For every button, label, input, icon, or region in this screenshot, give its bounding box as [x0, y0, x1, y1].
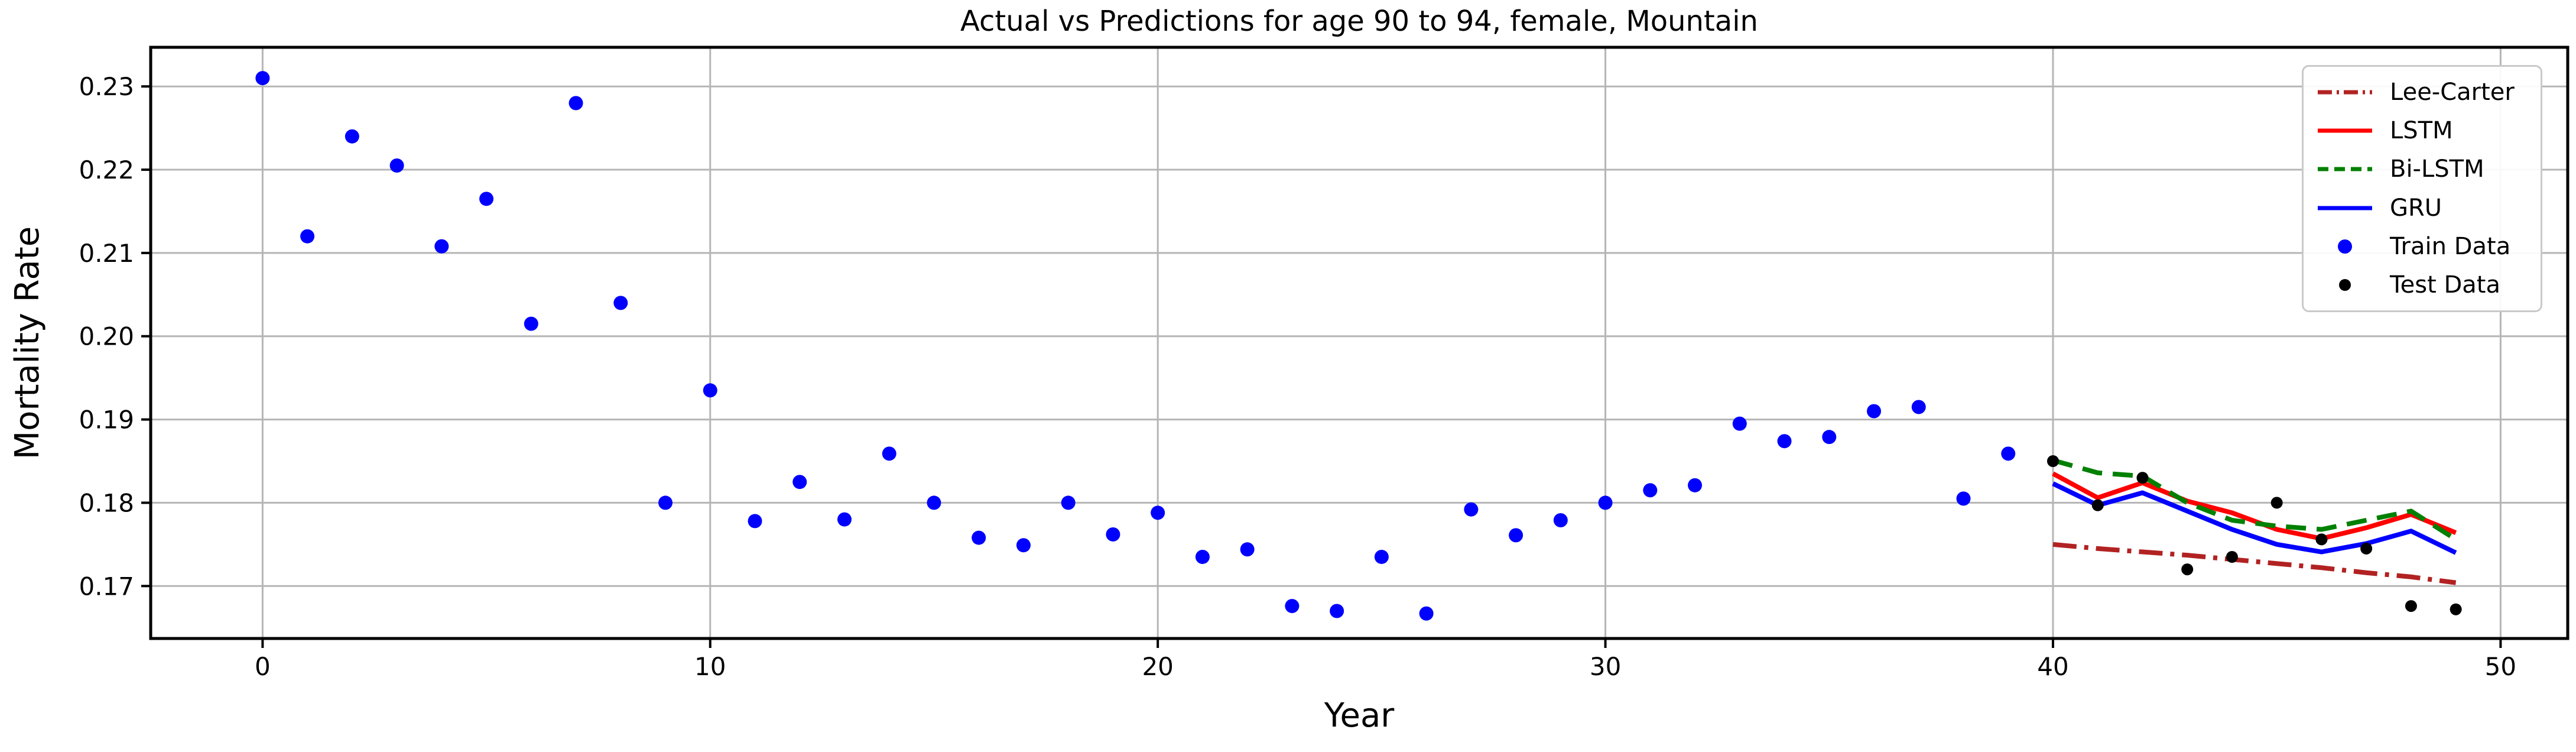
train-data-point: [1285, 599, 1300, 614]
legend-marker: [2338, 239, 2352, 254]
x-axis-label: Year: [1324, 696, 1395, 735]
line-lee-carter: [2052, 542, 2457, 585]
legend-label: Train Data: [2390, 232, 2511, 260]
y-tick-label: 0.19: [79, 406, 134, 435]
train-data-point: [1956, 491, 1971, 506]
test-data-point: [2046, 455, 2059, 467]
test-data-point: [2450, 603, 2462, 615]
legend-item-bi-lstm: Bi-LSTM: [2315, 155, 2536, 183]
train-data-point: [1016, 538, 1031, 553]
test-data-point: [2181, 563, 2194, 576]
legend-label: Bi-LSTM: [2390, 155, 2484, 183]
train-data-point: [524, 316, 538, 331]
plot-border: [149, 46, 2569, 640]
legend-line-swatch: [2318, 90, 2372, 95]
train-data-point: [1867, 404, 1882, 419]
train-data-point: [882, 446, 896, 461]
test-data-point: [2136, 472, 2149, 484]
train-data-point: [792, 475, 807, 490]
train-data-point: [1643, 483, 1658, 498]
train-data-point: [255, 71, 270, 86]
train-data-point: [389, 158, 404, 173]
y-tick-label: 0.22: [79, 155, 134, 184]
x-tick-label: 50: [2485, 652, 2516, 681]
legend-item-gru: GRU: [2315, 195, 2536, 222]
test-data-point: [2360, 542, 2373, 555]
x-tick-label: 0: [255, 652, 271, 681]
y-tick-label: 0.18: [79, 488, 134, 517]
train-data-point: [1911, 400, 1926, 414]
y-tick-label: 0.17: [79, 572, 134, 601]
legend-item-train-data: Train Data: [2315, 233, 2536, 260]
legend: Lee-Carter LSTM Bi-LSTM GRU Train Data Test D…: [2302, 65, 2542, 312]
train-data-point: [1240, 542, 1255, 557]
train-data-point: [1822, 430, 1837, 445]
train-data-point: [1553, 513, 1568, 527]
train-data-point: [1106, 527, 1120, 542]
train-data-point: [300, 229, 315, 244]
train-data-point: [345, 129, 359, 144]
x-tick-label: 20: [1142, 652, 1173, 681]
legend-item-lee-carter: Lee-Carter: [2315, 79, 2536, 106]
line-gru: [2052, 481, 2457, 555]
train-data-point: [1330, 604, 1344, 618]
train-data-point: [837, 512, 852, 527]
legend-label: Test Data: [2390, 271, 2500, 299]
legend-label: GRU: [2390, 194, 2442, 222]
train-data-point: [1777, 434, 1792, 449]
y-tick-label: 0.23: [79, 72, 134, 101]
test-data-point: [2405, 600, 2417, 612]
test-data-point: [2315, 533, 2328, 546]
chart-title: Actual vs Predictions for age 90 to 94, …: [960, 5, 1758, 38]
train-data-point: [1464, 502, 1479, 517]
train-data-point: [434, 239, 449, 254]
train-data-point: [1732, 416, 1747, 431]
y-tick-label: 0.20: [79, 322, 134, 351]
legend-item-lstm: LSTM: [2315, 117, 2536, 144]
line-lstm: [2052, 471, 2457, 541]
train-data-point: [569, 96, 583, 111]
train-data-point: [1195, 549, 1210, 564]
test-data-point: [2091, 499, 2104, 511]
x-tick-label: 40: [2037, 652, 2068, 681]
legend-item-test-data: Test Data: [2315, 271, 2536, 299]
train-data-point: [479, 192, 494, 206]
train-data-point: [1509, 528, 1523, 543]
y-tick-label: 0.21: [79, 239, 134, 268]
train-data-point: [658, 495, 673, 510]
train-data-point: [748, 514, 762, 529]
train-data-point: [972, 530, 986, 545]
train-data-point: [1374, 549, 1389, 564]
x-tick-label: 30: [1590, 652, 1621, 681]
train-data-point: [1151, 505, 1165, 520]
train-data-point: [703, 383, 717, 398]
train-data-point: [1419, 606, 1434, 621]
legend-marker: [2339, 279, 2351, 291]
test-data-point: [2226, 550, 2238, 563]
line-bi-lstm: [2052, 458, 2457, 542]
test-data-point: [2270, 497, 2283, 509]
train-data-point: [1598, 495, 1613, 510]
train-data-point: [1688, 478, 1703, 492]
legend-line-swatch: [2318, 128, 2372, 133]
train-data-point: [1061, 495, 1076, 510]
legend-marker-swatch: [2339, 279, 2351, 291]
legend-marker-swatch: [2338, 239, 2352, 254]
train-data-point: [927, 495, 941, 510]
train-data-point: [613, 296, 628, 310]
x-tick-label: 10: [694, 652, 726, 681]
train-data-point: [2001, 446, 2016, 461]
legend-line-swatch: [2318, 206, 2372, 210]
legend-label: LSTM: [2390, 116, 2453, 144]
legend-label: Lee-Carter: [2390, 78, 2515, 106]
legend-line-swatch: [2318, 167, 2372, 171]
